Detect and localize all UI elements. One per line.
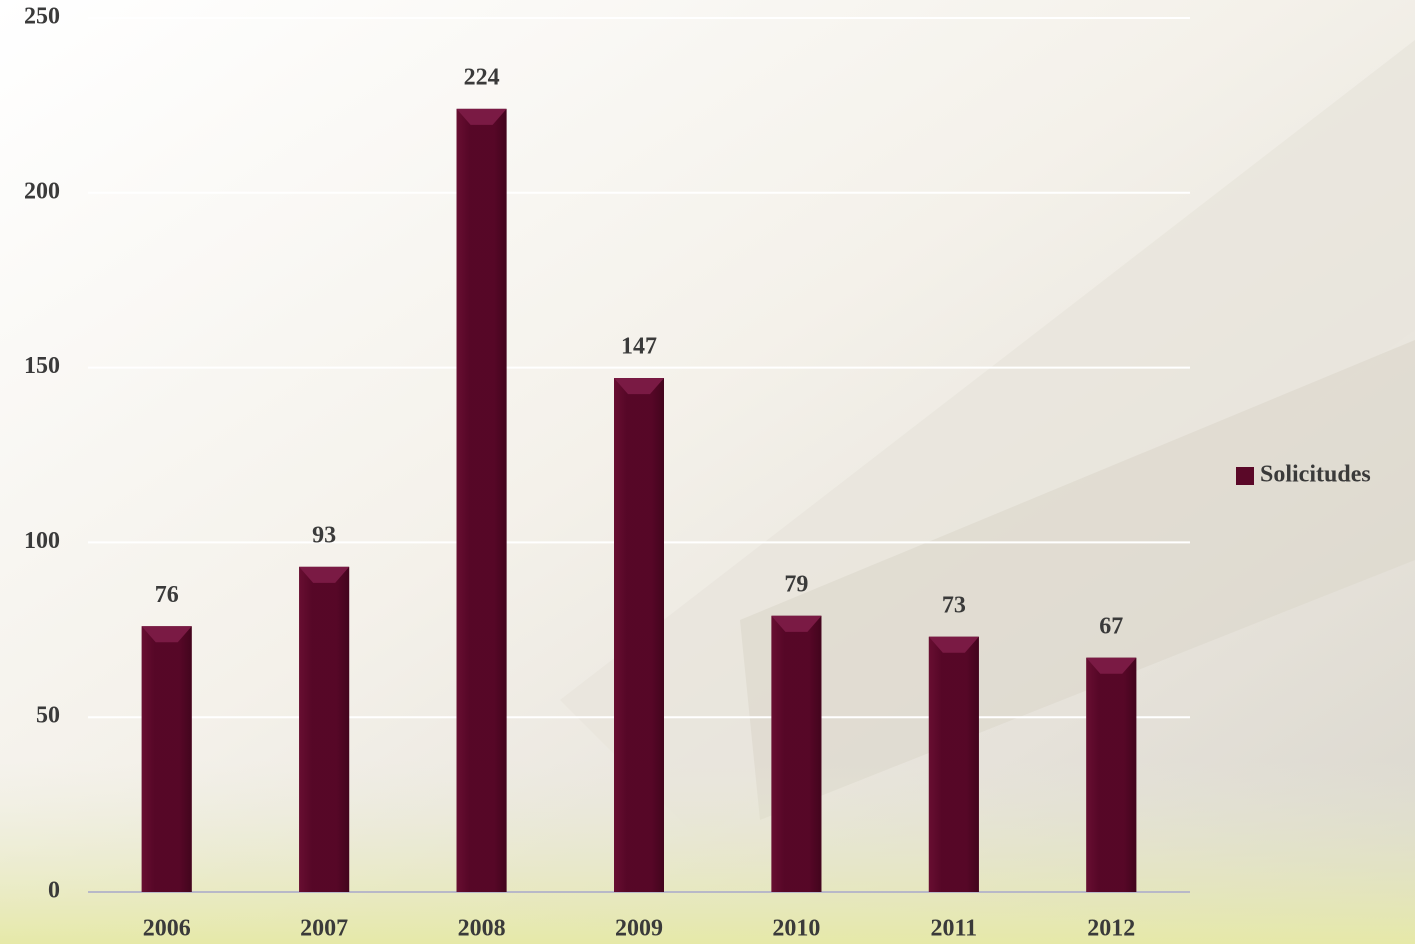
bar-shade bbox=[928, 636, 979, 892]
bar-shade bbox=[1086, 657, 1137, 892]
x-tick-label: 2012 bbox=[1087, 916, 1135, 942]
value-label: 73 bbox=[942, 592, 966, 618]
y-tick-label: 100 bbox=[24, 528, 60, 554]
x-tick-label: 2008 bbox=[458, 916, 506, 942]
bar-shade bbox=[771, 615, 822, 892]
lawn bbox=[0, 760, 1415, 944]
y-tick-label: 250 bbox=[24, 4, 60, 30]
y-tick-label: 50 bbox=[36, 703, 60, 729]
bar-shade bbox=[456, 108, 507, 892]
building-shape bbox=[740, 340, 1415, 820]
bar-cap bbox=[456, 108, 507, 125]
value-label: 79 bbox=[784, 571, 808, 597]
value-label: 67 bbox=[1099, 613, 1123, 639]
x-tick-label: 2010 bbox=[772, 916, 820, 942]
y-tick-label: 0 bbox=[48, 878, 60, 904]
value-label: 147 bbox=[621, 334, 657, 360]
value-label: 93 bbox=[312, 522, 336, 548]
bar-cap bbox=[771, 615, 822, 632]
x-tick-label: 2007 bbox=[300, 916, 348, 942]
value-label: 76 bbox=[155, 582, 179, 608]
x-tick-label: 2006 bbox=[143, 916, 191, 942]
bar-shade bbox=[614, 378, 664, 892]
value-label: 224 bbox=[464, 64, 500, 90]
bar-cap bbox=[1086, 657, 1137, 674]
bar-cap bbox=[928, 636, 979, 653]
bar-shade bbox=[299, 566, 350, 892]
x-tick-label: 2009 bbox=[615, 916, 663, 942]
bar-cap bbox=[299, 566, 350, 583]
bar-shade bbox=[141, 626, 192, 892]
bar-cap bbox=[141, 626, 192, 643]
y-tick-label: 150 bbox=[24, 353, 60, 379]
x-tick-label: 2011 bbox=[931, 916, 978, 942]
bar-cap bbox=[614, 378, 664, 395]
legend-swatch bbox=[1236, 467, 1254, 485]
y-tick-label: 200 bbox=[24, 178, 60, 204]
legend-label: Solicitudes bbox=[1260, 462, 1371, 488]
